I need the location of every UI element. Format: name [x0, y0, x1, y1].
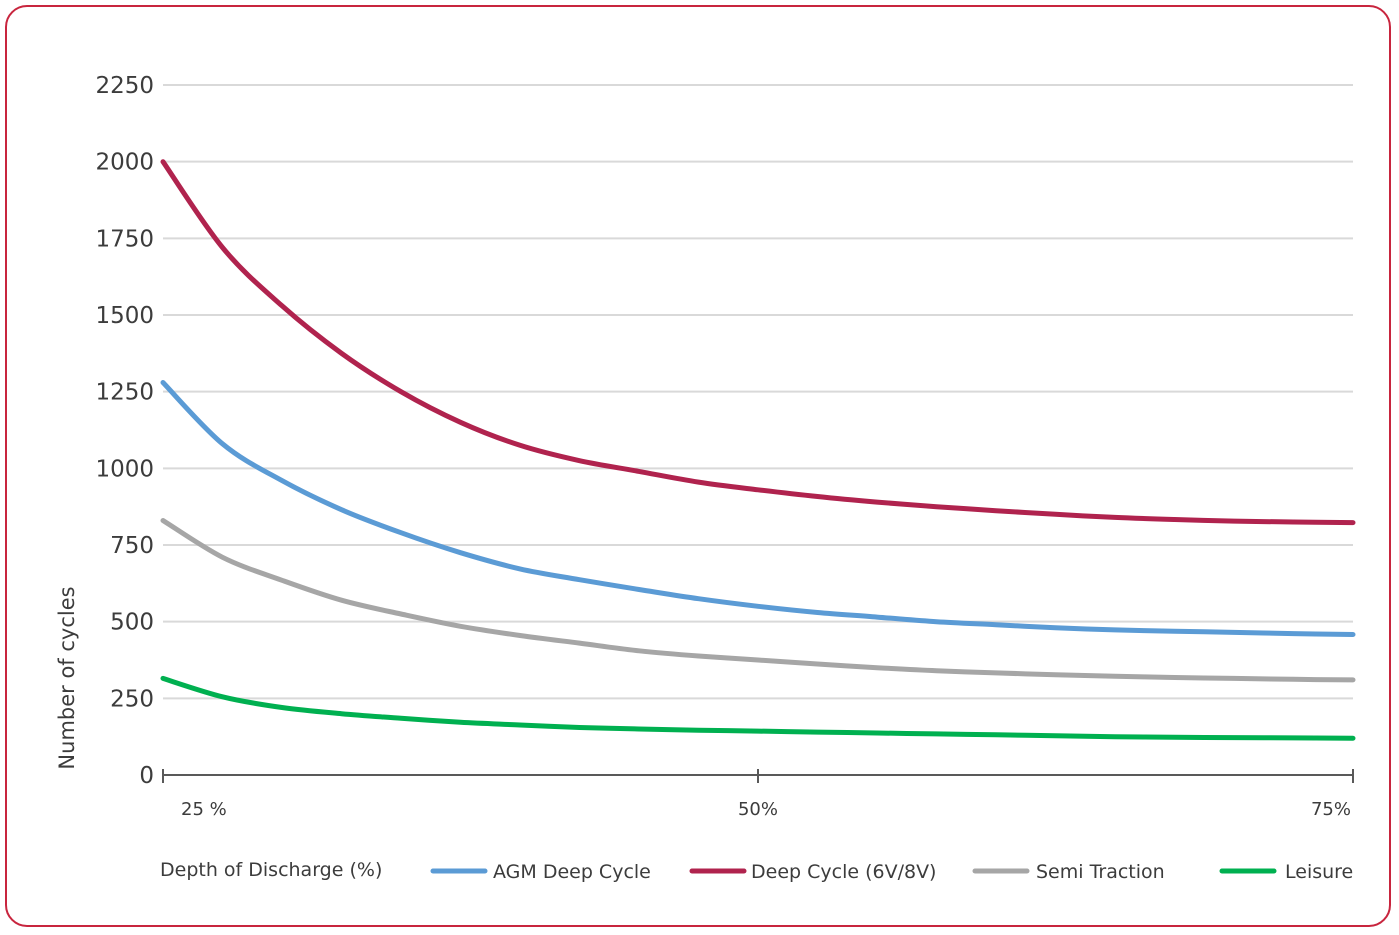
legend: Depth of Discharge (%) AGM Deep Cycle Dee…	[160, 859, 1353, 883]
y-tick-label: 1750	[95, 226, 154, 252]
y-tick-label: 750	[110, 533, 154, 559]
y-tick-label: 2000	[95, 150, 154, 176]
legend-label-semi-traction: Semi Traction	[1036, 861, 1165, 883]
y-tick-label: 1250	[95, 380, 154, 406]
chart-frame	[5, 5, 1391, 927]
legend-label-agm-deep-cycle: AGM Deep Cycle	[493, 861, 651, 883]
y-tick-label: 0	[139, 763, 154, 789]
x-axis-title: Depth of Discharge (%)	[160, 859, 382, 881]
gridlines	[163, 84, 1353, 700]
y-tick-label: 250	[110, 686, 154, 712]
x-tick-label: 50%	[738, 799, 778, 820]
series-line-deep-cycle-6v-8v	[160, 159, 1356, 526]
series-line-semi-traction	[160, 518, 1356, 683]
y-tick-label: 500	[110, 610, 154, 636]
y-tick-label: 2250	[95, 73, 154, 99]
x-tick-label: 25 %	[181, 799, 227, 820]
y-tick-label: 1500	[95, 303, 154, 329]
series-line-leisure	[160, 675, 1356, 741]
legend-label-deep-cycle-6v-8v: Deep Cycle (6V/8V)	[751, 861, 936, 883]
axes: 0 250 500 750 1000 1250 1500 1750 2000 2250 25 % 50…	[95, 73, 1354, 820]
series-line-agm-deep-cycle	[160, 380, 1356, 637]
legend-label-leisure: Leisure	[1285, 861, 1353, 883]
x-tick-label: 75%	[1311, 799, 1351, 820]
y-axis-title: Number of cycles	[55, 586, 79, 769]
y-tick-label: 1000	[95, 456, 154, 482]
series-lines	[160, 159, 1356, 741]
